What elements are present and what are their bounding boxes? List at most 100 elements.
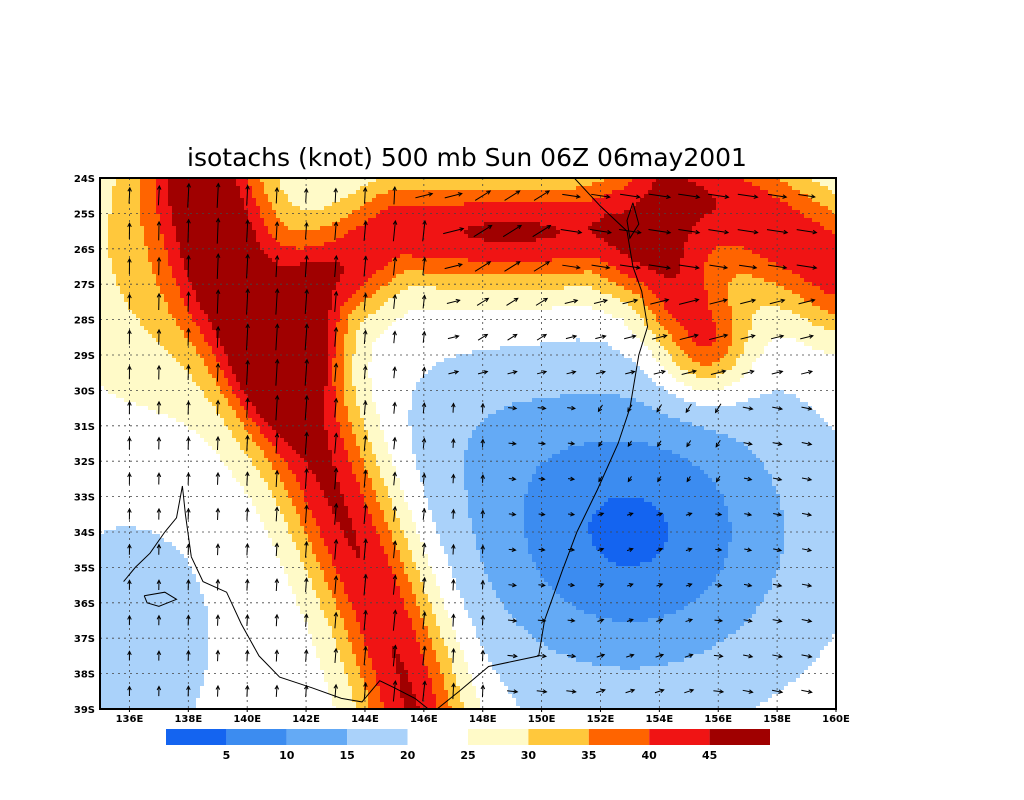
- wind-arrow: [156, 256, 162, 276]
- wind-arrow: [421, 472, 427, 485]
- wind-arrow: [392, 574, 398, 595]
- wind-arrow: [737, 229, 759, 235]
- wind-arrow: [480, 684, 486, 698]
- wind-arrow: [655, 653, 665, 658]
- wind-arrow: [769, 298, 786, 305]
- wind-arrow: [713, 689, 725, 694]
- wind-arrow: [709, 264, 729, 270]
- wind-arrow: [422, 645, 427, 666]
- wind-arrow: [392, 471, 397, 486]
- wind-arrow: [480, 579, 486, 590]
- wind-arrow: [215, 289, 221, 314]
- wind-arrow: [215, 649, 221, 662]
- wind-arrow: [304, 648, 309, 662]
- wind-arrow: [274, 221, 280, 241]
- wind-arrow: [473, 224, 493, 238]
- wind-arrow: [392, 540, 398, 559]
- wind-arrow: [245, 397, 250, 418]
- wind-arrow: [422, 680, 427, 702]
- wind-arrow: [245, 434, 250, 452]
- wind-arrow: [656, 618, 664, 623]
- wind-arrow: [591, 193, 611, 199]
- x-tick-label: 140E: [233, 714, 261, 725]
- wind-arrow: [215, 614, 221, 626]
- wind-arrow: [333, 397, 339, 418]
- wind-arrow: [304, 577, 309, 593]
- y-tick-label: 32S: [74, 457, 95, 468]
- wind-arrow: [421, 507, 427, 520]
- wind-arrow: [215, 182, 221, 208]
- wind-arrow: [363, 609, 368, 631]
- wind-arrow: [740, 334, 756, 340]
- wind-arrow: [714, 618, 724, 623]
- wind-arrow: [622, 298, 639, 305]
- x-tick-label: 146E: [410, 714, 438, 725]
- wind-arrow: [333, 683, 339, 698]
- wind-arrow: [568, 582, 576, 588]
- wind-arrow: [801, 583, 813, 588]
- y-tick-label: 36S: [74, 599, 95, 610]
- wind-arrow: [186, 182, 192, 208]
- wind-arrow: [451, 613, 456, 627]
- colorbar-label: 20: [400, 749, 416, 762]
- wind-arrow: [538, 512, 546, 517]
- wind-arrow: [474, 261, 492, 272]
- wind-arrow: [508, 582, 517, 588]
- wind-arrow: [447, 334, 460, 340]
- wind-arrow: [333, 221, 339, 241]
- wind-arrow: [245, 184, 250, 206]
- wind-arrow: [304, 323, 310, 351]
- wind-arrow: [215, 362, 221, 382]
- wind-arrow: [562, 264, 581, 270]
- wind-arrow: [743, 441, 753, 446]
- colorbar-label: 10: [279, 749, 295, 762]
- wind-arrow: [156, 292, 162, 311]
- wind-arrow: [625, 688, 636, 694]
- wind-arrow: [444, 192, 463, 199]
- wind-arrow: [156, 400, 162, 415]
- wind-arrow: [597, 618, 605, 623]
- wind-arrow: [421, 330, 427, 343]
- wind-arrow: [274, 469, 280, 488]
- wind-arrow: [598, 440, 603, 448]
- y-tick-label: 31S: [74, 422, 95, 433]
- wind-arrow: [801, 369, 814, 375]
- wind-arrow: [215, 578, 221, 591]
- wind-arrow: [245, 253, 250, 279]
- wind-arrow: [446, 298, 461, 304]
- wind-arrow: [533, 261, 551, 272]
- wind-arrow: [744, 512, 753, 517]
- wind-arrow: [801, 654, 813, 659]
- wind-arrow: [626, 653, 635, 658]
- wind-arrow: [304, 288, 309, 314]
- wind-arrow: [508, 512, 517, 517]
- wind-arrow: [274, 578, 280, 592]
- wind-arrow: [274, 613, 280, 627]
- wind-arrow: [274, 186, 280, 204]
- wind-arrow: [451, 543, 456, 555]
- wind-arrow: [215, 253, 221, 279]
- wind-arrow: [451, 647, 456, 663]
- wind-arrow: [127, 329, 132, 345]
- wind-arrow: [333, 538, 339, 560]
- wind-arrow: [363, 503, 368, 525]
- wind-arrow: [656, 512, 664, 517]
- wind-arrow: [713, 653, 724, 659]
- wind-arrow: [156, 328, 162, 345]
- wind-arrow: [274, 432, 280, 454]
- wind-arrow: [591, 264, 611, 270]
- y-tick-label: 24S: [74, 174, 95, 185]
- wind-arrow: [363, 573, 368, 596]
- wind-arrow: [796, 229, 818, 235]
- wind-arrow: [771, 369, 784, 375]
- wind-arrow: [648, 193, 672, 200]
- wind-arrow: [245, 507, 250, 521]
- wind-arrow: [304, 254, 309, 278]
- wind-arrow: [651, 334, 668, 340]
- wind-arrow: [274, 394, 280, 421]
- wind-arrow: [648, 228, 672, 235]
- wind-arrow: [274, 684, 280, 697]
- wind-arrow: [156, 220, 162, 241]
- y-tick-label: 25S: [74, 209, 95, 220]
- wind-arrow: [595, 688, 606, 694]
